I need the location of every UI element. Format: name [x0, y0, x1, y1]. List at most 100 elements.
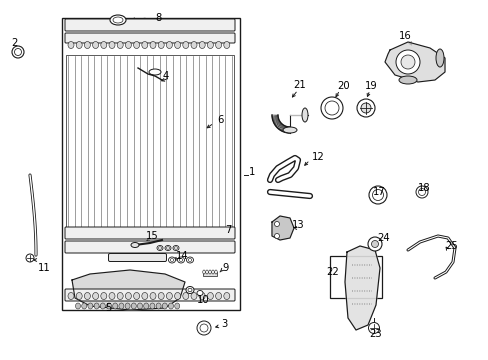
FancyBboxPatch shape [65, 289, 235, 301]
Ellipse shape [283, 127, 296, 133]
Ellipse shape [125, 303, 130, 309]
Ellipse shape [142, 292, 147, 300]
Text: 19: 19 [364, 81, 377, 91]
Ellipse shape [162, 303, 167, 309]
Ellipse shape [119, 303, 123, 309]
Polygon shape [280, 125, 284, 131]
Text: 9: 9 [223, 263, 229, 273]
Polygon shape [277, 123, 282, 129]
Ellipse shape [68, 292, 74, 300]
Ellipse shape [207, 292, 213, 300]
Ellipse shape [183, 41, 188, 49]
Ellipse shape [142, 41, 147, 49]
Polygon shape [283, 126, 285, 132]
Ellipse shape [101, 41, 106, 49]
Polygon shape [345, 246, 379, 330]
Ellipse shape [164, 246, 171, 251]
Text: 8: 8 [155, 13, 161, 23]
Ellipse shape [158, 247, 161, 249]
Circle shape [367, 237, 381, 251]
Text: 6: 6 [216, 115, 223, 125]
Circle shape [200, 324, 207, 332]
Circle shape [372, 189, 383, 201]
Ellipse shape [360, 103, 370, 113]
Circle shape [274, 221, 279, 226]
Ellipse shape [150, 292, 156, 300]
Ellipse shape [186, 257, 193, 263]
Ellipse shape [199, 41, 205, 49]
Ellipse shape [187, 288, 192, 292]
FancyBboxPatch shape [65, 33, 235, 43]
Polygon shape [274, 121, 280, 125]
Ellipse shape [435, 49, 443, 67]
Circle shape [415, 186, 427, 198]
Circle shape [197, 321, 210, 335]
Ellipse shape [106, 303, 111, 309]
Text: 18: 18 [417, 183, 429, 193]
Ellipse shape [214, 270, 217, 274]
Text: 15: 15 [145, 231, 158, 241]
Text: 16: 16 [398, 31, 410, 41]
Ellipse shape [356, 99, 374, 117]
Polygon shape [276, 123, 281, 128]
Ellipse shape [168, 303, 173, 309]
Ellipse shape [68, 41, 74, 49]
Text: 5: 5 [104, 303, 111, 313]
Polygon shape [272, 119, 278, 122]
Polygon shape [273, 120, 279, 124]
Circle shape [274, 234, 279, 239]
Ellipse shape [131, 303, 136, 309]
Polygon shape [272, 117, 278, 120]
Ellipse shape [133, 41, 139, 49]
Circle shape [418, 189, 425, 195]
Polygon shape [285, 127, 287, 132]
Ellipse shape [166, 247, 169, 249]
Ellipse shape [203, 270, 205, 274]
Text: 10: 10 [196, 295, 209, 305]
Polygon shape [279, 125, 283, 130]
Ellipse shape [137, 303, 142, 309]
Ellipse shape [157, 246, 163, 251]
Polygon shape [288, 127, 289, 133]
Circle shape [371, 240, 378, 248]
Text: 21: 21 [293, 80, 306, 90]
Polygon shape [281, 125, 284, 131]
Text: 17: 17 [372, 187, 385, 197]
Ellipse shape [191, 292, 197, 300]
Circle shape [320, 97, 342, 119]
Ellipse shape [81, 303, 86, 309]
Ellipse shape [150, 303, 155, 309]
Text: 12: 12 [311, 152, 324, 162]
Text: 4: 4 [163, 71, 169, 81]
Bar [62, 18, 240, 310]
Ellipse shape [179, 258, 183, 261]
Ellipse shape [109, 41, 115, 49]
Ellipse shape [156, 303, 161, 309]
Ellipse shape [170, 258, 173, 261]
Circle shape [368, 186, 386, 204]
Ellipse shape [398, 76, 416, 84]
Ellipse shape [158, 292, 164, 300]
Polygon shape [72, 270, 184, 310]
Polygon shape [282, 126, 285, 132]
Ellipse shape [84, 292, 90, 300]
Circle shape [12, 46, 24, 58]
Ellipse shape [117, 292, 123, 300]
Polygon shape [272, 118, 278, 121]
Text: 22: 22 [326, 267, 339, 277]
Circle shape [368, 323, 379, 333]
Ellipse shape [84, 41, 90, 49]
Text: 3: 3 [221, 319, 226, 329]
Text: 14: 14 [175, 251, 188, 261]
Ellipse shape [131, 243, 139, 248]
Ellipse shape [75, 303, 81, 309]
Ellipse shape [76, 292, 82, 300]
Polygon shape [271, 216, 293, 240]
Polygon shape [287, 127, 288, 133]
FancyBboxPatch shape [65, 19, 235, 31]
Polygon shape [278, 124, 282, 129]
Ellipse shape [224, 41, 229, 49]
Ellipse shape [94, 303, 99, 309]
Ellipse shape [174, 41, 180, 49]
Bar [66, 55, 234, 230]
